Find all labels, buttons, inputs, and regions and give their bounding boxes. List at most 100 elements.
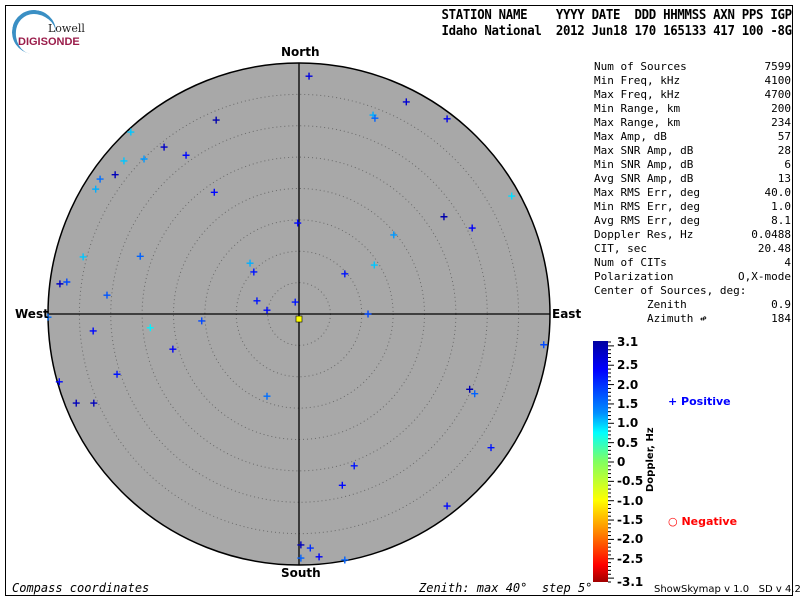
stat-value: 0.9	[771, 298, 791, 311]
source-point-positive	[127, 128, 135, 136]
stat-value: 184	[771, 312, 791, 325]
stat-label: Doppler Res, Hz	[594, 228, 694, 241]
lowell-digisonde-logo: Lowell DIGISONDE	[8, 6, 100, 58]
stat-label: Avg SNR Amp, dB	[594, 172, 694, 185]
source-point-positive	[443, 115, 451, 123]
stat-label: Num of CITs	[594, 256, 667, 269]
north-label: North	[281, 45, 320, 59]
source-point-positive	[350, 462, 358, 470]
legend-positive-label: Positive	[681, 395, 731, 408]
source-point-positive	[103, 291, 111, 299]
source-point-positive	[305, 72, 313, 80]
statistics-panel: Num of Sources 7599 Min Freq, kHz 4100 Max F…	[594, 60, 791, 326]
stat-label: Max Freq, kHz	[594, 88, 681, 101]
source-point-positive	[402, 98, 410, 106]
colorbar-tick-label: -2.0	[617, 532, 644, 547]
stat-label: Min Range, km	[594, 102, 681, 115]
source-point-positive	[294, 219, 302, 227]
stat-value: 40.0	[764, 186, 792, 199]
stat-row: Avg RMS Err, deg 8.1	[594, 214, 791, 228]
stat-row: CIT, sec 20.48	[594, 242, 791, 256]
source-point-positive	[198, 317, 206, 325]
stat-label: Max SNR Amp, dB	[594, 144, 694, 157]
plus-icon: +	[668, 395, 682, 408]
stat-row: Min RMS Err, deg 1.0	[594, 200, 791, 214]
east-label: East	[552, 307, 582, 321]
stat-value: 234	[771, 116, 791, 129]
colorbar-tick-label: -1.5	[617, 513, 644, 528]
legend-negative: ○ Negative	[668, 515, 737, 528]
stat-label: Azimuth ↫	[594, 312, 707, 325]
stat-value: 4700	[764, 88, 792, 101]
stat-label: Zenith	[594, 298, 687, 311]
stat-label: Min Freq, kHz	[594, 74, 681, 87]
coordinate-system-label: Compass coordinates	[12, 581, 150, 595]
stat-value: 0.0488	[751, 228, 791, 241]
source-point-positive	[169, 345, 177, 353]
stat-row: Center of Sources, deg:	[594, 284, 791, 298]
source-point-positive	[338, 481, 346, 489]
stat-row: Polarization O,X-mode	[594, 270, 791, 284]
source-point-positive	[306, 544, 314, 552]
source-point-positive	[291, 298, 299, 306]
stat-row: Azimuth ↫ 184	[594, 312, 791, 326]
source-point-positive	[140, 155, 148, 163]
stat-label: Max RMS Err, deg	[594, 186, 700, 199]
source-point-positive	[55, 378, 63, 386]
colorbar-tick-label: 2.5	[617, 358, 639, 373]
source-point-positive	[120, 157, 128, 165]
stat-label: Avg RMS Err, deg	[594, 214, 700, 227]
stat-label: Max Range, km	[594, 116, 681, 129]
window-frame	[5, 5, 793, 596]
stat-row: Num of CITs 4	[594, 256, 791, 270]
stat-label: Polarization	[594, 270, 674, 283]
source-point-positive	[253, 297, 261, 305]
source-point-positive	[160, 143, 168, 151]
stat-row: Max RMS Err, deg 40.0	[594, 186, 791, 200]
source-point-positive	[44, 313, 52, 321]
source-point-positive	[466, 385, 474, 393]
stat-label: Min RMS Err, deg	[594, 200, 700, 213]
source-point-positive	[263, 306, 271, 314]
stat-value: 6	[784, 158, 791, 171]
source-point-positive	[111, 171, 119, 179]
source-point-positive	[56, 280, 64, 288]
colorbar-tick-label: 0	[617, 455, 626, 469]
source-point-positive	[487, 444, 495, 452]
colorbar-tick-label: 2.0	[617, 377, 639, 392]
source-point-positive	[540, 341, 548, 349]
stat-label: CIT, sec	[594, 242, 647, 255]
stat-value: 1.0	[771, 200, 791, 213]
source-point-positive	[212, 116, 220, 124]
colorbar-tick-label: -2.5	[617, 551, 644, 566]
stat-value: 200	[771, 102, 791, 115]
stat-label: Min SNR Amp, dB	[594, 158, 694, 171]
stat-value: 28	[777, 144, 791, 157]
colorbar-tick-label: -3.1	[617, 575, 644, 589]
source-point-positive	[297, 541, 305, 549]
source-point-positive	[440, 213, 448, 221]
colorbar-tick-label: -0.5	[617, 474, 644, 489]
stat-row: Min Range, km 200	[594, 102, 791, 116]
version-label: ShowSkymap v 1.0 SD v 4.2	[654, 584, 800, 595]
colorbar-tick-label: -1.0	[617, 493, 644, 508]
source-point-positive	[92, 185, 100, 193]
colorbar-tick-label: 3.1	[617, 335, 639, 349]
stat-value: 4	[784, 256, 791, 269]
stat-value: 20.48	[757, 242, 791, 255]
legend-positive: + Positive	[668, 395, 731, 408]
legend-negative-label: Negative	[681, 515, 738, 528]
stat-value: 4100	[764, 74, 792, 87]
stat-row: Max Amp, dB 57	[594, 130, 791, 144]
source-point-positive	[297, 554, 305, 562]
source-point-positive	[96, 175, 104, 183]
stat-value: 13	[777, 172, 791, 185]
stat-row: Num of Sources 7599	[594, 60, 791, 74]
source-point-positive	[371, 114, 379, 122]
source-point-positive	[508, 192, 516, 200]
source-point-positive	[443, 502, 451, 510]
colorbar-tick-label: 0.5	[617, 435, 639, 450]
stat-row: Min Freq, kHz 4100	[594, 74, 791, 88]
source-point-positive	[146, 324, 154, 332]
source-point-positive	[89, 327, 97, 335]
